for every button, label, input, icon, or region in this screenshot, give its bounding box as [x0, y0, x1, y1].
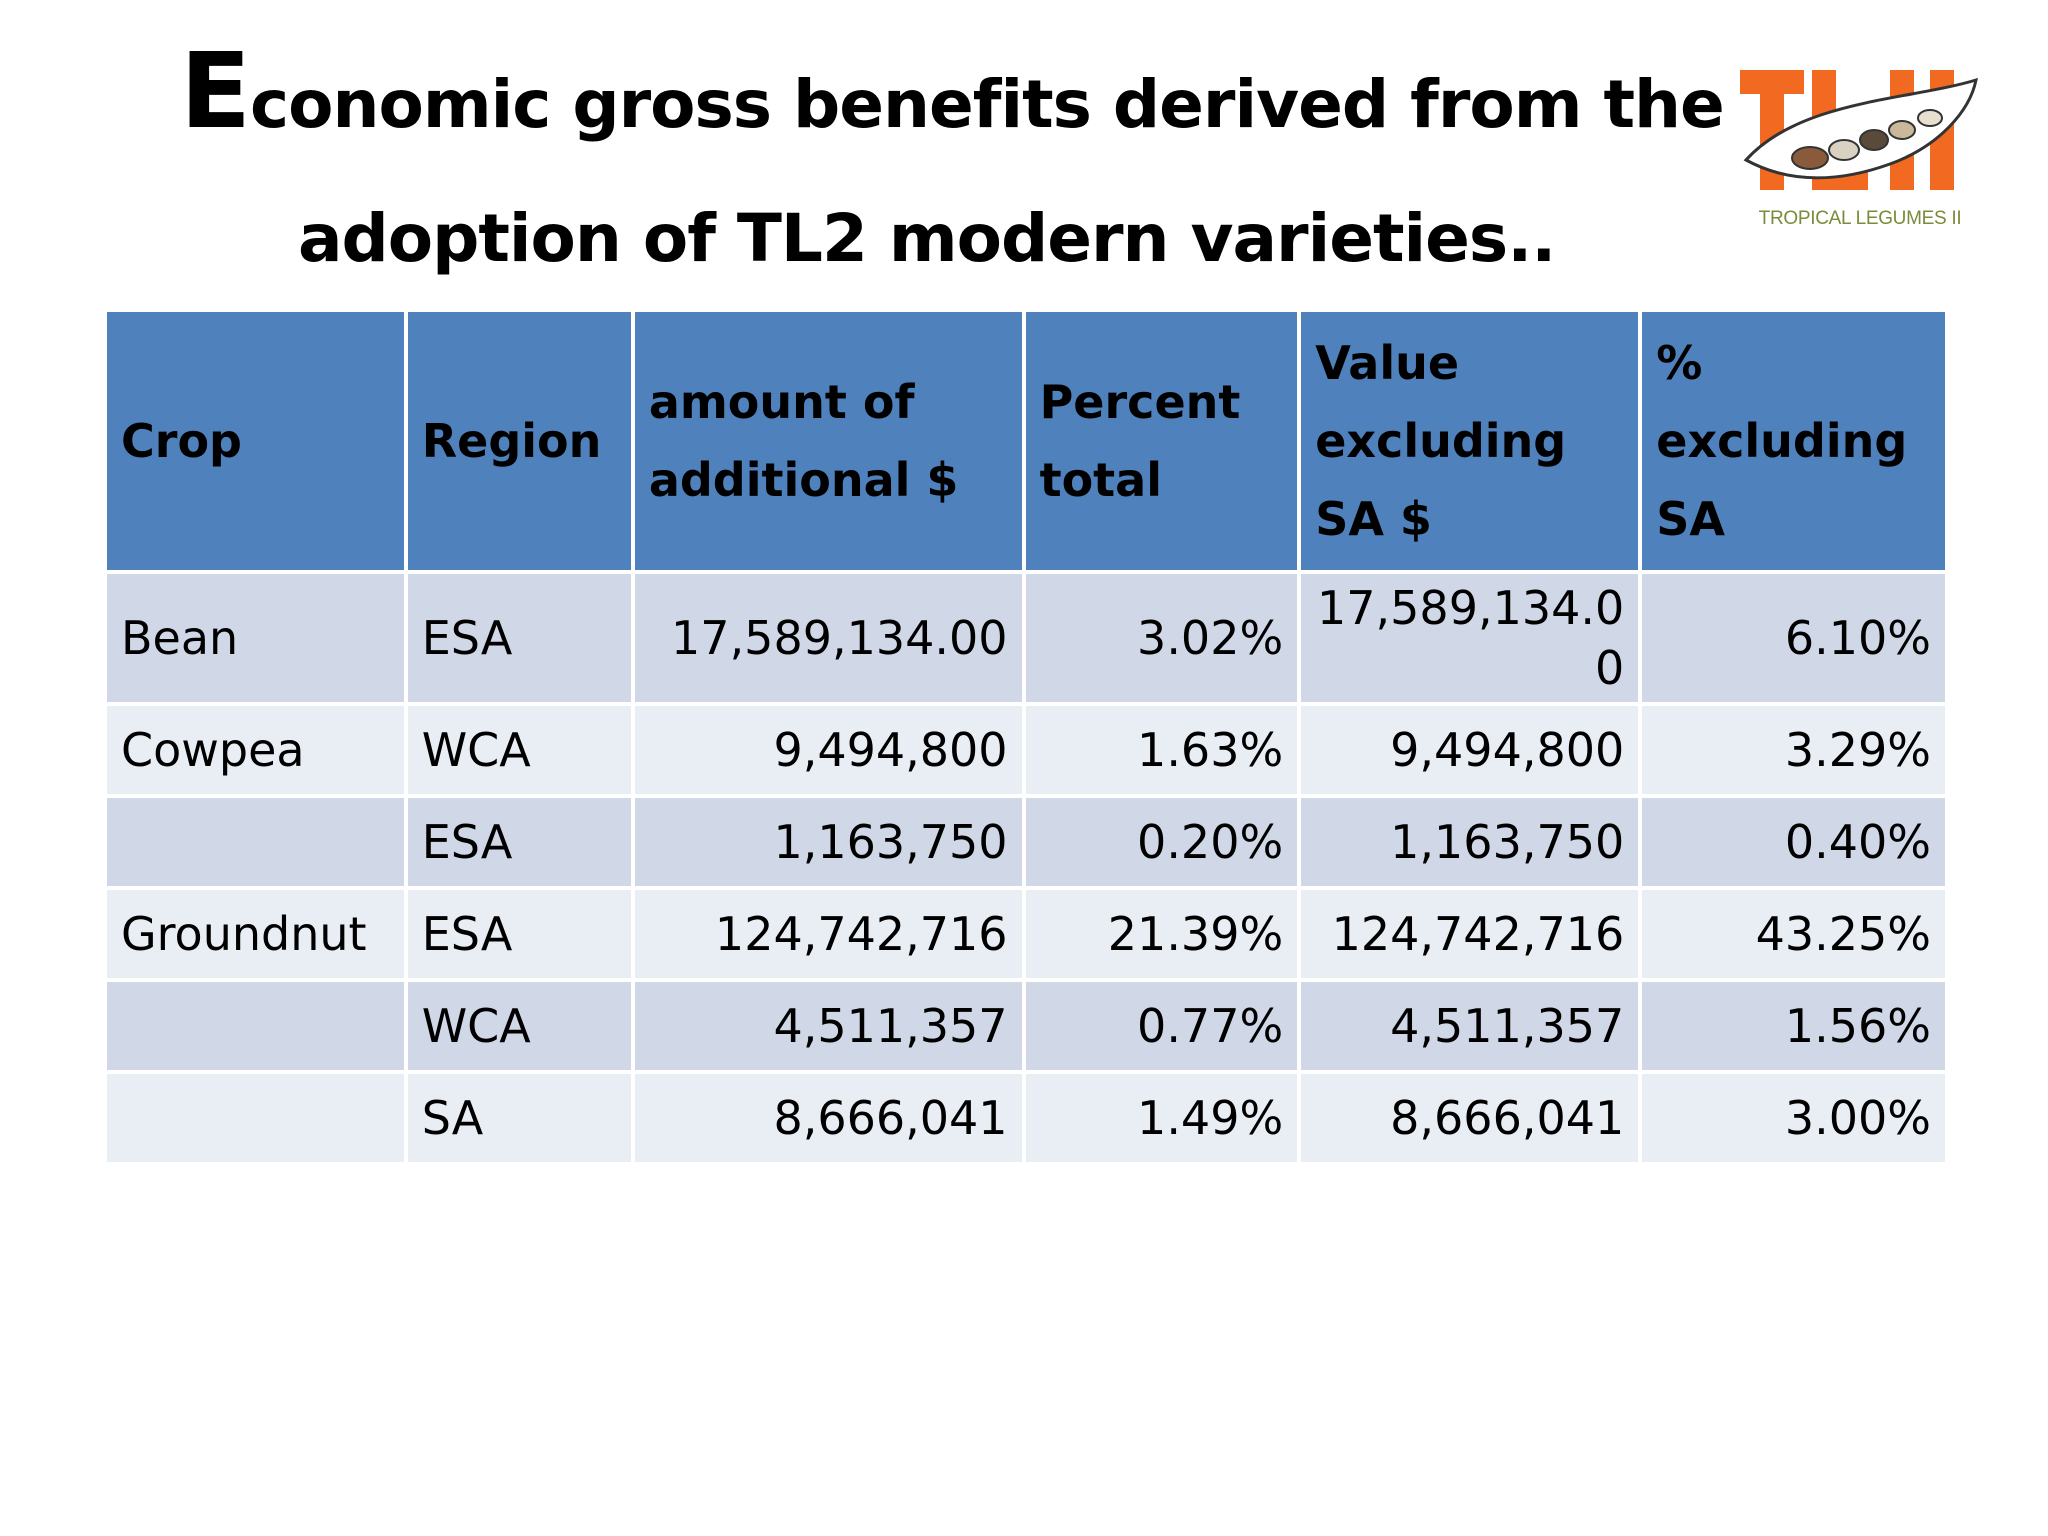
cell-percent: 3.02% — [1025, 574, 1298, 702]
logo-caption: TROPICAL LEGUMES II — [1758, 208, 1962, 229]
cell-value-excluding-sa: 1,163,750 — [1301, 798, 1639, 886]
cell-percent: 21.39% — [1025, 890, 1298, 978]
title-initial: E — [180, 30, 251, 152]
cell-crop — [107, 798, 404, 886]
tropical-legumes-logo: TROPICAL LEGUMES II — [1740, 60, 1980, 240]
table-row: Cowpea WCA 9,494,800 1.63% 9,494,800 3.2… — [107, 706, 1945, 794]
cell-percent-excluding-sa: 3.00% — [1642, 1074, 1945, 1162]
header-region: Region — [407, 312, 631, 570]
table-row: Bean ESA 17,589,134.00 3.02% 17,589,134.… — [107, 574, 1945, 702]
cell-percent-excluding-sa: 1.56% — [1642, 982, 1945, 1070]
benefits-table: Crop Region amount of additional $ Perce… — [103, 308, 1949, 1166]
cell-percent: 0.77% — [1025, 982, 1298, 1070]
cell-region: SA — [407, 1074, 631, 1162]
table-row: WCA 4,511,357 0.77% 4,511,357 1.56% — [107, 982, 1945, 1070]
header-value-excluding-sa: Value excluding SA $ — [1301, 312, 1639, 570]
cell-percent-excluding-sa: 0.40% — [1642, 798, 1945, 886]
tlii-logo-icon — [1740, 70, 1978, 190]
cell-amount: 8,666,041 — [634, 1074, 1022, 1162]
table-header-row: Crop Region amount of additional $ Perce… — [107, 312, 1945, 570]
header-percent-total: Percent total — [1025, 312, 1298, 570]
cell-amount: 124,742,716 — [634, 890, 1022, 978]
cell-region: ESA — [407, 890, 631, 978]
cell-value-excluding-sa: 17,589,134.00 — [1301, 574, 1639, 702]
cell-region: ESA — [407, 798, 631, 886]
title-line-1-text: conomic gross benefits derived from the — [250, 66, 1725, 143]
cell-percent: 1.63% — [1025, 706, 1298, 794]
cell-value-excluding-sa: 9,494,800 — [1301, 706, 1639, 794]
cell-value-excluding-sa: 124,742,716 — [1301, 890, 1639, 978]
table-row: SA 8,666,041 1.49% 8,666,041 3.00% — [107, 1074, 1945, 1162]
header-crop: Crop — [107, 312, 404, 570]
cell-value-excluding-sa: 4,511,357 — [1301, 982, 1639, 1070]
header-percent-excluding-sa: % excluding SA — [1642, 312, 1945, 570]
cell-region: WCA — [407, 706, 631, 794]
cell-region: WCA — [407, 982, 631, 1070]
cell-crop: Cowpea — [107, 706, 404, 794]
cell-value-excluding-sa: 8,666,041 — [1301, 1074, 1639, 1162]
cell-percent-excluding-sa: 43.25% — [1642, 890, 1945, 978]
title-line-1: Economic gross benefits derived from the — [180, 30, 1725, 152]
cell-amount: 9,494,800 — [634, 706, 1022, 794]
cell-percent: 1.49% — [1025, 1074, 1298, 1162]
cell-crop: Bean — [107, 574, 404, 702]
table-row: Groundnut ESA 124,742,716 21.39% 124,742… — [107, 890, 1945, 978]
cell-percent-excluding-sa: 6.10% — [1642, 574, 1945, 702]
cell-amount: 1,163,750 — [634, 798, 1022, 886]
title-line-2: adoption of TL2 modern varieties.. — [298, 200, 1556, 277]
cell-crop — [107, 1074, 404, 1162]
cell-region: ESA — [407, 574, 631, 702]
cell-crop: Groundnut — [107, 890, 404, 978]
cell-amount: 17,589,134.00 — [634, 574, 1022, 702]
table-row: ESA 1,163,750 0.20% 1,163,750 0.40% — [107, 798, 1945, 886]
cell-crop — [107, 982, 404, 1070]
cell-amount: 4,511,357 — [634, 982, 1022, 1070]
header-amount: amount of additional $ — [634, 312, 1022, 570]
cell-percent-excluding-sa: 3.29% — [1642, 706, 1945, 794]
cell-percent: 0.20% — [1025, 798, 1298, 886]
